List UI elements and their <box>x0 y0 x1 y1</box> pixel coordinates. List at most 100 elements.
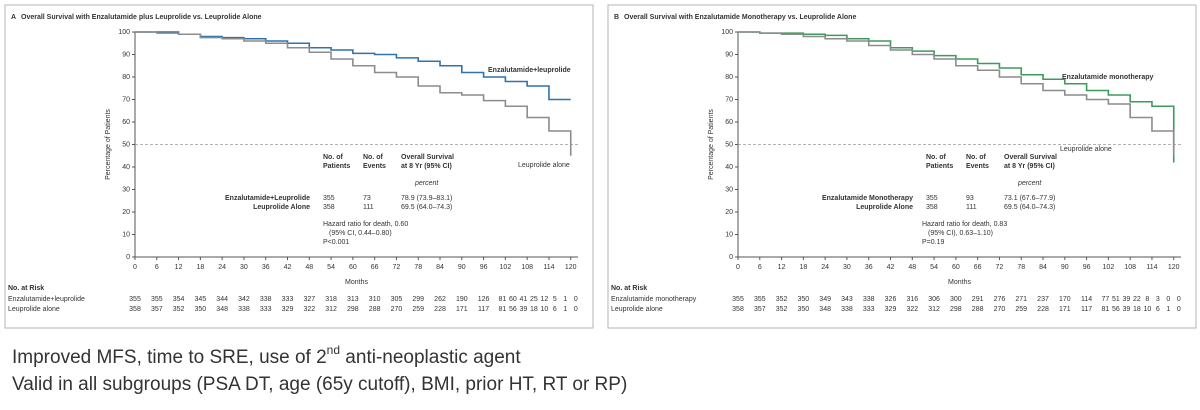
at-risk-name: Enzalutamide monotherapy <box>611 296 697 303</box>
y-tick-label: 30 <box>122 186 130 193</box>
at-risk-value: 350 <box>195 306 207 313</box>
x-tick-label: 114 <box>543 264 554 271</box>
x-tick-label: 42 <box>887 264 895 271</box>
at-risk-value: 306 <box>928 296 940 303</box>
x-tick-label: 96 <box>480 264 488 271</box>
table-header: Events <box>966 163 989 170</box>
at-risk-value: 262 <box>434 296 446 303</box>
at-risk-value: 170 <box>1059 296 1071 303</box>
y-axis-label: Percentage of Patients <box>105 109 112 180</box>
at-risk-value: 333 <box>282 296 294 303</box>
at-risk-value: 10 <box>540 306 548 313</box>
at-risk-value: 350 <box>798 296 810 303</box>
at-risk-value: 357 <box>151 306 163 313</box>
survival-curve <box>738 31 1175 163</box>
at-risk-value: 117 <box>478 306 489 313</box>
at-risk-value: 329 <box>885 306 897 313</box>
at-risk-value: 329 <box>282 306 294 313</box>
at-risk-value: 352 <box>776 306 788 313</box>
at-risk-value: 313 <box>347 296 359 303</box>
at-risk-value: 322 <box>303 306 315 313</box>
y-tick-label: 70 <box>122 96 130 103</box>
at-risk-value: 0 <box>1166 296 1170 303</box>
table-header: No. of <box>363 154 383 161</box>
at-risk-value: 355 <box>151 296 163 303</box>
hazard-text: Hazard ratio for death, 0.83 <box>922 221 1007 228</box>
at-risk-value: 22 <box>1133 296 1141 303</box>
y-tick-label: 80 <box>122 74 130 81</box>
x-axis-label: Months <box>345 279 368 286</box>
at-risk-title: No. at Risk <box>8 285 44 292</box>
y-tick-label: 100 <box>118 29 130 36</box>
at-risk-value: 171 <box>1059 306 1071 313</box>
table-header: No. of <box>926 154 946 161</box>
x-tick-label: 30 <box>240 264 248 271</box>
at-risk-value: 350 <box>798 306 810 313</box>
x-tick-label: 48 <box>305 264 313 271</box>
at-risk-value: 5 <box>553 296 557 303</box>
at-risk-value: 259 <box>412 306 424 313</box>
y-tick-label: 90 <box>725 51 733 58</box>
hazard-text: Hazard ratio for death, 0.60 <box>323 221 408 228</box>
x-tick-label: 120 <box>1168 264 1180 271</box>
at-risk-value: 171 <box>456 306 468 313</box>
at-risk-value: 312 <box>928 306 940 313</box>
table-cell: 93 <box>966 195 974 202</box>
y-tick-label: 20 <box>122 209 130 216</box>
table-cell: 355 <box>323 195 335 202</box>
y-tick-label: 10 <box>122 231 130 238</box>
x-tick-label: 6 <box>758 264 762 271</box>
table-header: at 8 Yr (95% CI) <box>401 163 452 170</box>
at-risk-value: 81 <box>498 306 506 313</box>
x-tick-label: 6 <box>155 264 159 271</box>
at-risk-value: 355 <box>754 296 766 303</box>
table-cell: 111 <box>363 204 374 211</box>
table-header: No. of <box>966 154 986 161</box>
x-tick-label: 102 <box>500 264 512 271</box>
at-risk-value: 56 <box>509 306 517 313</box>
at-risk-value: 114 <box>1081 296 1092 303</box>
y-tick-label: 0 <box>729 254 733 261</box>
at-risk-value: 18 <box>530 306 538 313</box>
y-tick-label: 40 <box>725 164 733 171</box>
at-risk-value: 338 <box>238 306 250 313</box>
at-risk-value: 342 <box>238 296 250 303</box>
y-axis-label: Percentage of Patients <box>708 109 715 180</box>
at-risk-value: 81 <box>1101 306 1109 313</box>
at-risk-value: 270 <box>391 306 403 313</box>
hazard-text: P=0.19 <box>922 239 944 246</box>
x-tick-label: 54 <box>327 264 335 271</box>
x-tick-label: 36 <box>865 264 873 271</box>
table-row-name: Leuprolide Alone <box>253 204 310 211</box>
at-risk-title: No. at Risk <box>611 285 647 292</box>
table-header: Events <box>363 163 386 170</box>
y-tick-label: 0 <box>126 254 130 261</box>
at-risk-value: 126 <box>478 296 490 303</box>
at-risk-value: 338 <box>841 306 853 313</box>
table-header: No. of <box>323 154 343 161</box>
at-risk-value: 300 <box>950 296 962 303</box>
at-risk-value: 298 <box>950 306 962 313</box>
table-cell: 73 <box>363 195 371 202</box>
at-risk-value: 348 <box>819 306 831 313</box>
panel-frame <box>4 4 594 329</box>
at-risk-value: 39 <box>1122 296 1130 303</box>
at-risk-value: 25 <box>530 296 538 303</box>
x-tick-label: 66 <box>974 264 982 271</box>
x-tick-label: 108 <box>1124 264 1136 271</box>
at-risk-value: 299 <box>412 296 424 303</box>
table-cell: 111 <box>966 204 977 211</box>
at-risk-value: 259 <box>1015 306 1027 313</box>
curve-label: Enzalutamide+leuprolide <box>488 67 571 74</box>
x-tick-label: 96 <box>1083 264 1091 271</box>
at-risk-value: 3 <box>1156 296 1160 303</box>
x-tick-label: 30 <box>843 264 851 271</box>
hazard-text: (95% CI, 0.44–0.80) <box>329 230 392 237</box>
at-risk-value: 343 <box>841 296 853 303</box>
at-risk-value: 316 <box>906 296 918 303</box>
y-tick-label: 50 <box>122 141 130 148</box>
note-line: Improved MFS, time to SRE, use of 2nd an… <box>12 343 521 368</box>
note-text: Improved MFS, time to SRE, use of 2 <box>12 347 327 368</box>
x-tick-label: 78 <box>1017 264 1025 271</box>
table-cell: 358 <box>323 204 335 211</box>
